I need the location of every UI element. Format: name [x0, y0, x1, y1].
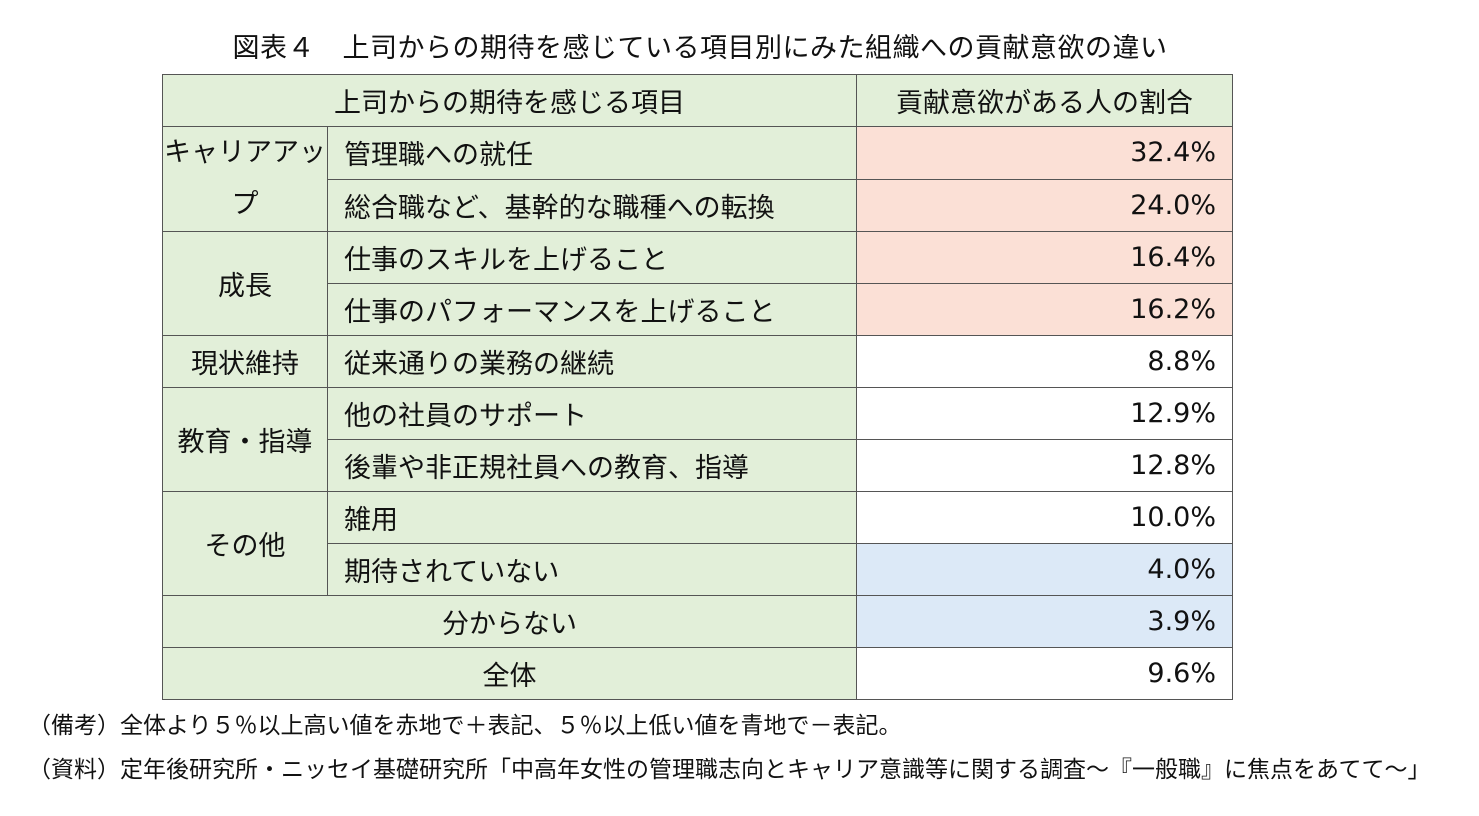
item-cell: 他の社員のサポート [327, 387, 857, 440]
category-cell: 現状維持 [162, 335, 328, 388]
value-cell: 24.0% [856, 178, 1233, 232]
category-cell: 教育・指導 [162, 387, 328, 492]
item-cell: 総合職など、基幹的な職種への転換 [327, 178, 857, 232]
table-row: 現状維持 従来通りの業務の継続 8.8% [162, 335, 1233, 388]
value-cell: 3.9% [856, 595, 1233, 648]
value-cell: 10.0% [856, 491, 1233, 544]
remarks-note: （備考）全体より５％以上高い値を赤地で＋表記、５％以上低い値を青地で－表記。 [28, 713, 902, 739]
table-row: 期待されていない 4.0% [163, 543, 1233, 596]
value-cell: 16.4% [856, 231, 1233, 284]
value-cell: 8.8% [856, 335, 1233, 388]
table-row: 全体 9.6% [162, 647, 1233, 700]
value-cell: 16.2% [856, 283, 1233, 336]
header-value-cell: 貢献意欲がある人の割合 [856, 74, 1233, 127]
item-cell: 分からない [162, 595, 857, 648]
table-header-row: 上司からの期待を感じる項目 貢献意欲がある人の割合 [162, 74, 1233, 127]
table-row: 成長 仕事のスキルを上げること 16.4% [162, 231, 1233, 336]
table-row: 分からない 3.9% [162, 595, 1233, 648]
value-cell: 32.4% [856, 126, 1233, 180]
value-cell: 9.6% [856, 647, 1233, 700]
table-row: 教育・指導 他の社員のサポート 12.9% [162, 387, 1233, 492]
category-cell: キャリアアップ [162, 126, 328, 232]
item-cell: 後輩や非正規社員への教育、指導 [327, 439, 857, 492]
item-cell: 管理職への就任 [327, 126, 857, 180]
item-cell: 雑用 [327, 491, 857, 544]
figure-title: 図表４ 上司からの期待を感じている項目別にみた組織への貢献意欲の違い [232, 33, 1168, 64]
table-row: その他 雑用 10.0% [162, 491, 1233, 596]
category-cell: その他 [162, 491, 328, 596]
table-row: 総合職など、基幹的な職種への転換 24.0% [163, 178, 1233, 232]
contribution-table: 上司からの期待を感じる項目 貢献意欲がある人の割合 キャリアアップ 管理職への就… [162, 74, 1233, 700]
value-cell: 4.0% [856, 543, 1233, 596]
item-cell: 仕事のスキルを上げること [327, 231, 857, 284]
category-cell: 成長 [162, 231, 328, 336]
value-cell: 12.9% [856, 387, 1233, 440]
item-cell: 従来通りの業務の継続 [327, 335, 857, 388]
item-cell: 期待されていない [327, 543, 857, 596]
item-cell: 仕事のパフォーマンスを上げること [327, 283, 857, 336]
header-item-cell: 上司からの期待を感じる項目 [162, 74, 857, 127]
table-row: 後輩や非正規社員への教育、指導 12.8% [163, 439, 1233, 492]
source-note: （資料）定年後研究所・ニッセイ基礎研究所「中高年女性の管理職志向とキャリア意識等… [28, 757, 1431, 783]
item-cell: 全体 [162, 647, 857, 700]
table-row: キャリアアップ 管理職への就任 32.4% [162, 126, 1233, 232]
value-cell: 12.8% [856, 439, 1233, 492]
